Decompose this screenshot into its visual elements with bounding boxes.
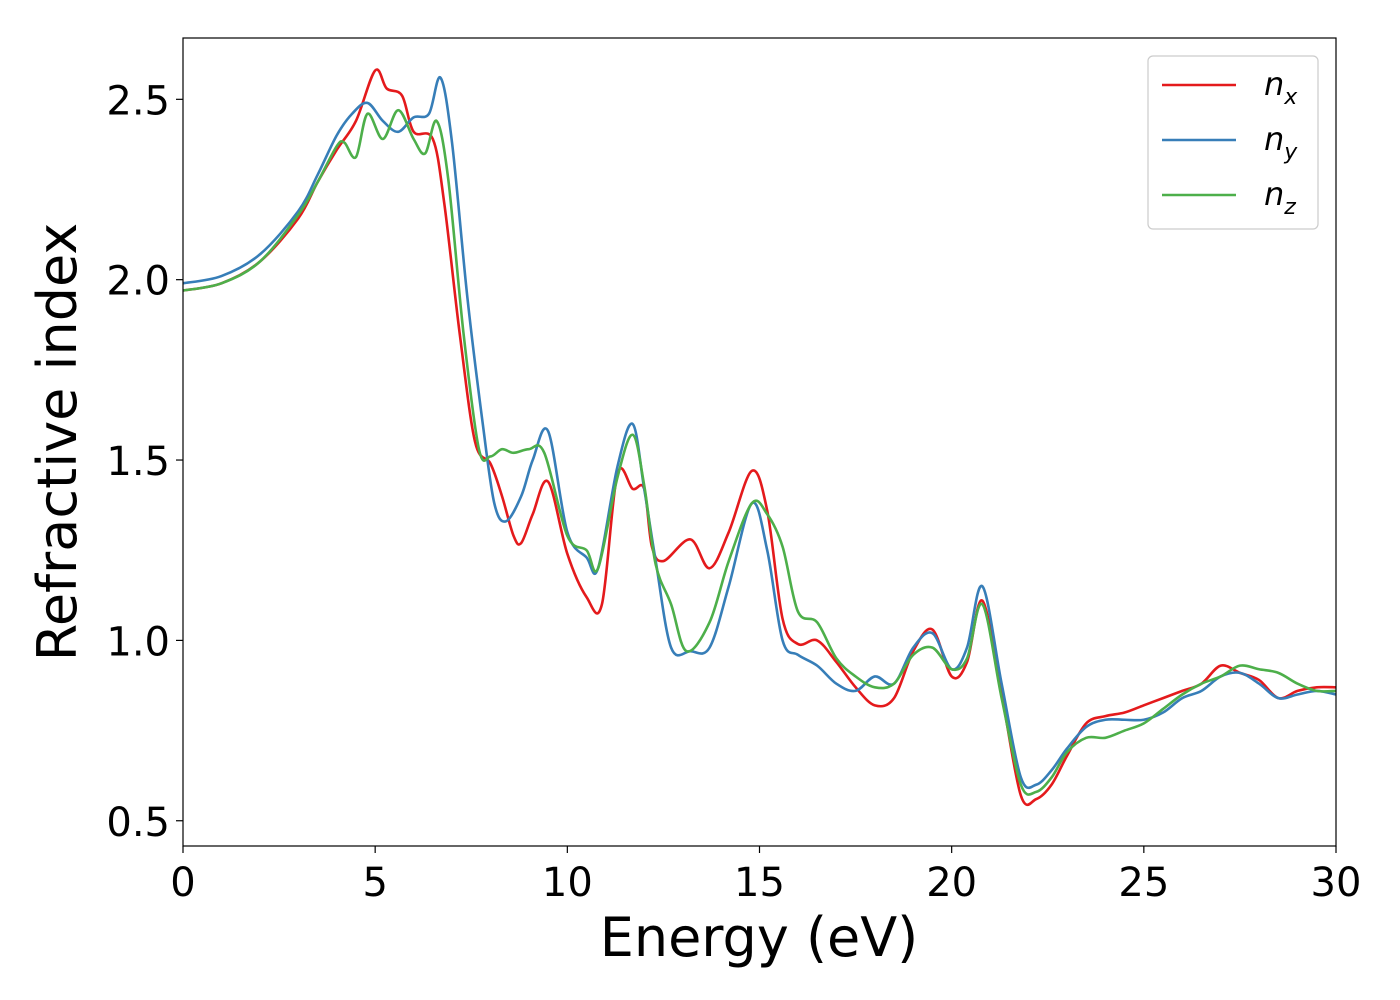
legend-label-nz: nz bbox=[1264, 175, 1296, 220]
x-axis-label: Energy (eV) bbox=[600, 906, 919, 969]
x-tick-label: 10 bbox=[542, 860, 593, 906]
legend-label-nx: nx bbox=[1264, 65, 1298, 110]
legend-box bbox=[1147, 55, 1319, 230]
y-axis-ticks: 0.5 1.0 1.5 2.0 2.5 bbox=[106, 78, 183, 846]
legend-label-subscript: y bbox=[1283, 140, 1298, 165]
x-tick-label: 5 bbox=[362, 860, 387, 906]
y-axis-label: Refractive index bbox=[26, 223, 89, 662]
legend-label-subscript: z bbox=[1283, 195, 1296, 220]
x-axis-ticks: 0 5 10 15 20 25 30 bbox=[170, 846, 1361, 906]
series-line-nx bbox=[183, 68, 1336, 807]
legend-label-base: n bbox=[1264, 65, 1284, 103]
y-tick-label: 1.5 bbox=[106, 439, 170, 485]
legend-label-subscript: x bbox=[1283, 85, 1298, 110]
series-line-nz bbox=[183, 108, 1336, 796]
x-tick-label: 0 bbox=[170, 860, 195, 906]
x-tick-label: 15 bbox=[734, 860, 785, 906]
x-tick-label: 30 bbox=[1311, 860, 1362, 906]
legend-label-base: n bbox=[1264, 120, 1284, 158]
legend-label-base: n bbox=[1264, 175, 1284, 213]
y-tick-label: 0.5 bbox=[106, 800, 170, 846]
x-tick-label: 25 bbox=[1118, 860, 1169, 906]
series-layer bbox=[183, 68, 1336, 807]
x-tick-label: 20 bbox=[926, 860, 977, 906]
legend-label-ny: ny bbox=[1264, 120, 1298, 165]
y-tick-label: 2.5 bbox=[106, 78, 170, 124]
series-line-ny bbox=[183, 76, 1336, 790]
y-tick-label: 2.0 bbox=[106, 259, 170, 305]
y-tick-label: 1.0 bbox=[106, 619, 170, 665]
